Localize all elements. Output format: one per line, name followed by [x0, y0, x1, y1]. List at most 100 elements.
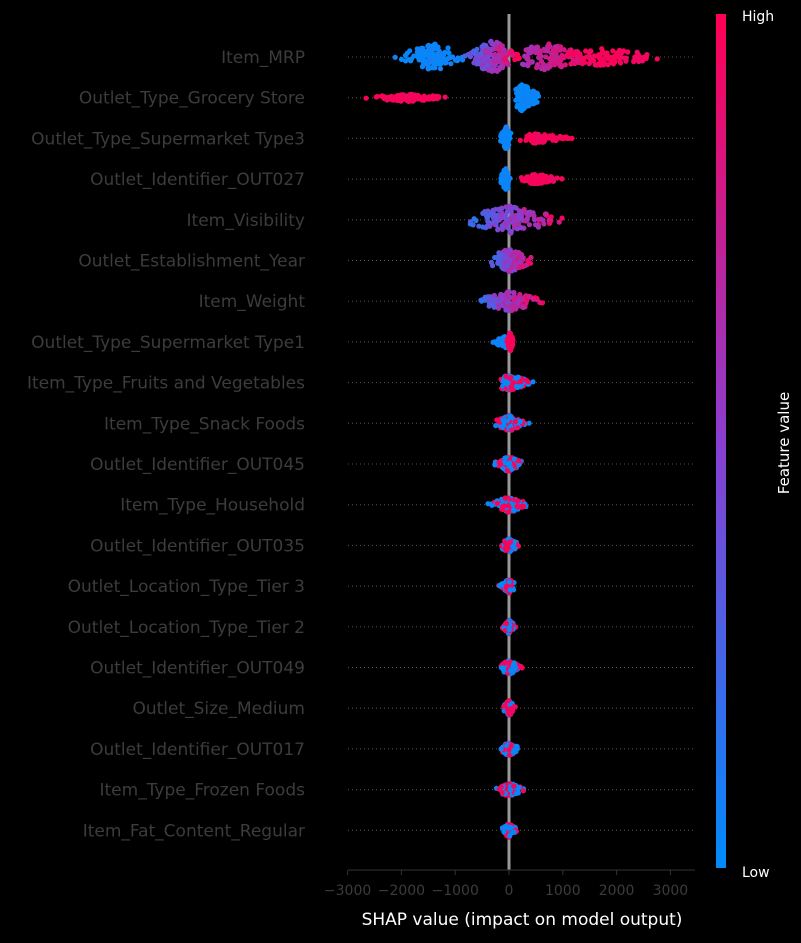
shap-point: [508, 374, 514, 380]
feature-label: Item_Type_Frozen Foods: [100, 781, 306, 801]
shap-point: [631, 57, 637, 63]
shap-point: [494, 46, 500, 52]
shap-point: [509, 304, 515, 310]
x-tick-label: −1000: [432, 883, 479, 899]
shap-point: [525, 92, 531, 98]
feature-label: Outlet_Identifier_OUT045: [90, 455, 305, 475]
shap-point: [531, 136, 537, 143]
shap-point: [513, 790, 520, 797]
shap-point: [512, 419, 518, 425]
shap-point: [553, 48, 559, 55]
shap-point: [427, 59, 433, 65]
shap-point: [448, 55, 454, 61]
shap-point: [514, 383, 520, 390]
shap-point: [538, 58, 545, 64]
shap-point: [505, 509, 511, 515]
shap-point: [519, 108, 525, 114]
feature-label: Item_Type_Household: [120, 496, 305, 516]
shap-point: [436, 95, 442, 101]
shap-point: [504, 467, 511, 473]
shap-point: [485, 208, 491, 214]
shap-point: [523, 377, 530, 383]
shap-point: [503, 204, 509, 210]
feature-label: Outlet_Establishment_Year: [78, 252, 305, 272]
shap-point: [489, 302, 495, 308]
shap-point: [506, 340, 512, 346]
shap-point: [508, 334, 514, 340]
feature-guide-lines: [348, 56, 695, 831]
shap-point: [486, 219, 492, 225]
shap-point: [506, 627, 512, 633]
shap-point: [542, 134, 548, 140]
feature-label: Outlet_Identifier_OUT049: [90, 659, 305, 679]
shap-point: [506, 752, 512, 758]
shap-point: [500, 377, 507, 384]
shap-point: [502, 145, 508, 151]
shap-point: [438, 61, 444, 67]
shap-point: [411, 97, 417, 103]
shap-point: [508, 667, 514, 673]
feature-label: Outlet_Size_Medium: [132, 699, 305, 719]
shap-point: [515, 425, 521, 431]
shap-point: [644, 52, 650, 58]
feature-label: Item_Visibility: [187, 211, 305, 231]
shap-point: [496, 786, 502, 792]
shap-point: [503, 373, 509, 380]
shap-point: [498, 298, 504, 304]
shap-point: [516, 462, 522, 468]
shap-point: [511, 783, 517, 789]
shap-point: [517, 379, 523, 385]
shap-point: [599, 48, 606, 55]
shap-point: [551, 176, 557, 183]
shap-point: [518, 383, 524, 389]
shap-point: [532, 222, 539, 228]
shap-point: [512, 545, 518, 552]
shap-point: [560, 54, 566, 60]
x-axis: −3000 −2000 −1000 0 1000 2000 3000 SHAP value …: [324, 869, 695, 930]
shap-point: [586, 49, 593, 56]
shap-point: [542, 179, 548, 185]
shap-point: [492, 59, 498, 65]
shap-point: [520, 788, 527, 794]
shap-point: [495, 258, 501, 264]
feature-label: Outlet_Identifier_OUT035: [90, 536, 305, 556]
shap-point: [504, 296, 510, 302]
shap-point: [490, 263, 496, 269]
shap-point: [605, 62, 611, 68]
shap-point: [435, 44, 441, 50]
shap-point: [509, 427, 515, 433]
shap-point: [618, 54, 624, 60]
shap-point: [564, 135, 570, 141]
shap-point: [507, 330, 513, 336]
shap-point: [484, 62, 490, 68]
shap-point: [407, 48, 413, 54]
feature-label: Item_Type_Fruits and Vegetables: [27, 374, 305, 394]
shap-point: [540, 217, 546, 223]
x-tick-label: 1000: [545, 883, 581, 899]
shap-point: [541, 139, 547, 145]
shap-point: [505, 461, 511, 467]
shap-point: [559, 215, 565, 221]
feature-label: Outlet_Location_Type_Tier 2: [68, 618, 305, 638]
colorbar-gradient: [716, 14, 726, 868]
shap-point: [448, 61, 454, 67]
shap-point: [509, 264, 515, 270]
shap-point: [392, 54, 398, 60]
shap-point: [515, 374, 521, 380]
shap-point: [525, 55, 531, 61]
shap-point: [517, 418, 524, 425]
shap-point: [510, 507, 517, 513]
shap-point: [492, 51, 498, 58]
shap-point: [502, 214, 508, 220]
shap-point: [526, 420, 532, 426]
shap-point: [610, 48, 616, 54]
shap-point: [558, 62, 564, 68]
shap-point: [543, 54, 549, 60]
shap-point: [577, 52, 583, 58]
shap-point: [518, 88, 524, 94]
shap-point: [399, 92, 405, 98]
shap-point: [498, 212, 504, 218]
shap-point: [498, 138, 504, 144]
shap-point: [654, 56, 660, 62]
shap-point: [419, 46, 425, 52]
